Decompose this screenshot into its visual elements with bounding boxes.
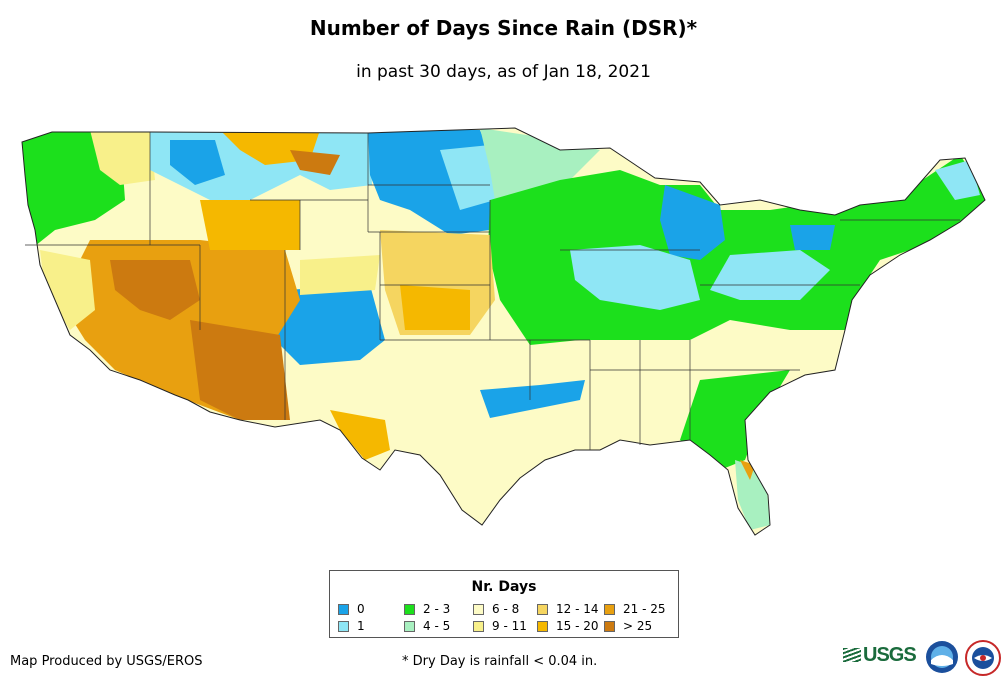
us-dsr-map — [21, 127, 986, 536]
legend-item: 12 - 14 — [537, 602, 599, 616]
legend-swatch — [404, 604, 415, 615]
legend-item: 1 — [338, 619, 365, 633]
legend-item: > 25 — [604, 619, 652, 633]
legend-item: 2 - 3 — [404, 602, 450, 616]
legend-swatch — [473, 604, 484, 615]
footnote: * Dry Day is rainfall < 0.04 in. — [402, 654, 598, 669]
legend-swatch — [537, 621, 548, 632]
legend-item: 15 - 20 — [537, 619, 599, 633]
usgs-wave-icon — [843, 648, 861, 662]
agency-logos: USGS — [843, 640, 1003, 676]
legend: Nr. Days 0 1 2 - 3 4 - 5 6 - 8 9 - 11 12… — [329, 570, 679, 638]
map-title: Number of Days Since Rain (DSR)* — [309, 16, 698, 40]
legend-swatch — [338, 621, 349, 632]
legend-item: 6 - 8 — [473, 602, 519, 616]
legend-item: 4 - 5 — [404, 619, 450, 633]
legend-swatch — [473, 621, 484, 632]
map-credit: Map Produced by USGS/EROS — [10, 654, 203, 669]
usgs-logo: USGS — [843, 644, 917, 667]
nws-logo-icon — [965, 640, 1001, 676]
legend-swatch — [338, 604, 349, 615]
legend-item: 9 - 11 — [473, 619, 527, 633]
legend-item: 0 — [338, 602, 365, 616]
noaa-logo-icon — [926, 641, 958, 673]
legend-swatch — [604, 621, 615, 632]
legend-title: Nr. Days — [471, 579, 537, 595]
legend-item: 21 - 25 — [604, 602, 666, 616]
legend-swatch — [604, 604, 615, 615]
legend-swatch — [537, 604, 548, 615]
legend-swatch — [404, 621, 415, 632]
map-subtitle: in past 30 days, as of Jan 18, 2021 — [356, 62, 651, 82]
